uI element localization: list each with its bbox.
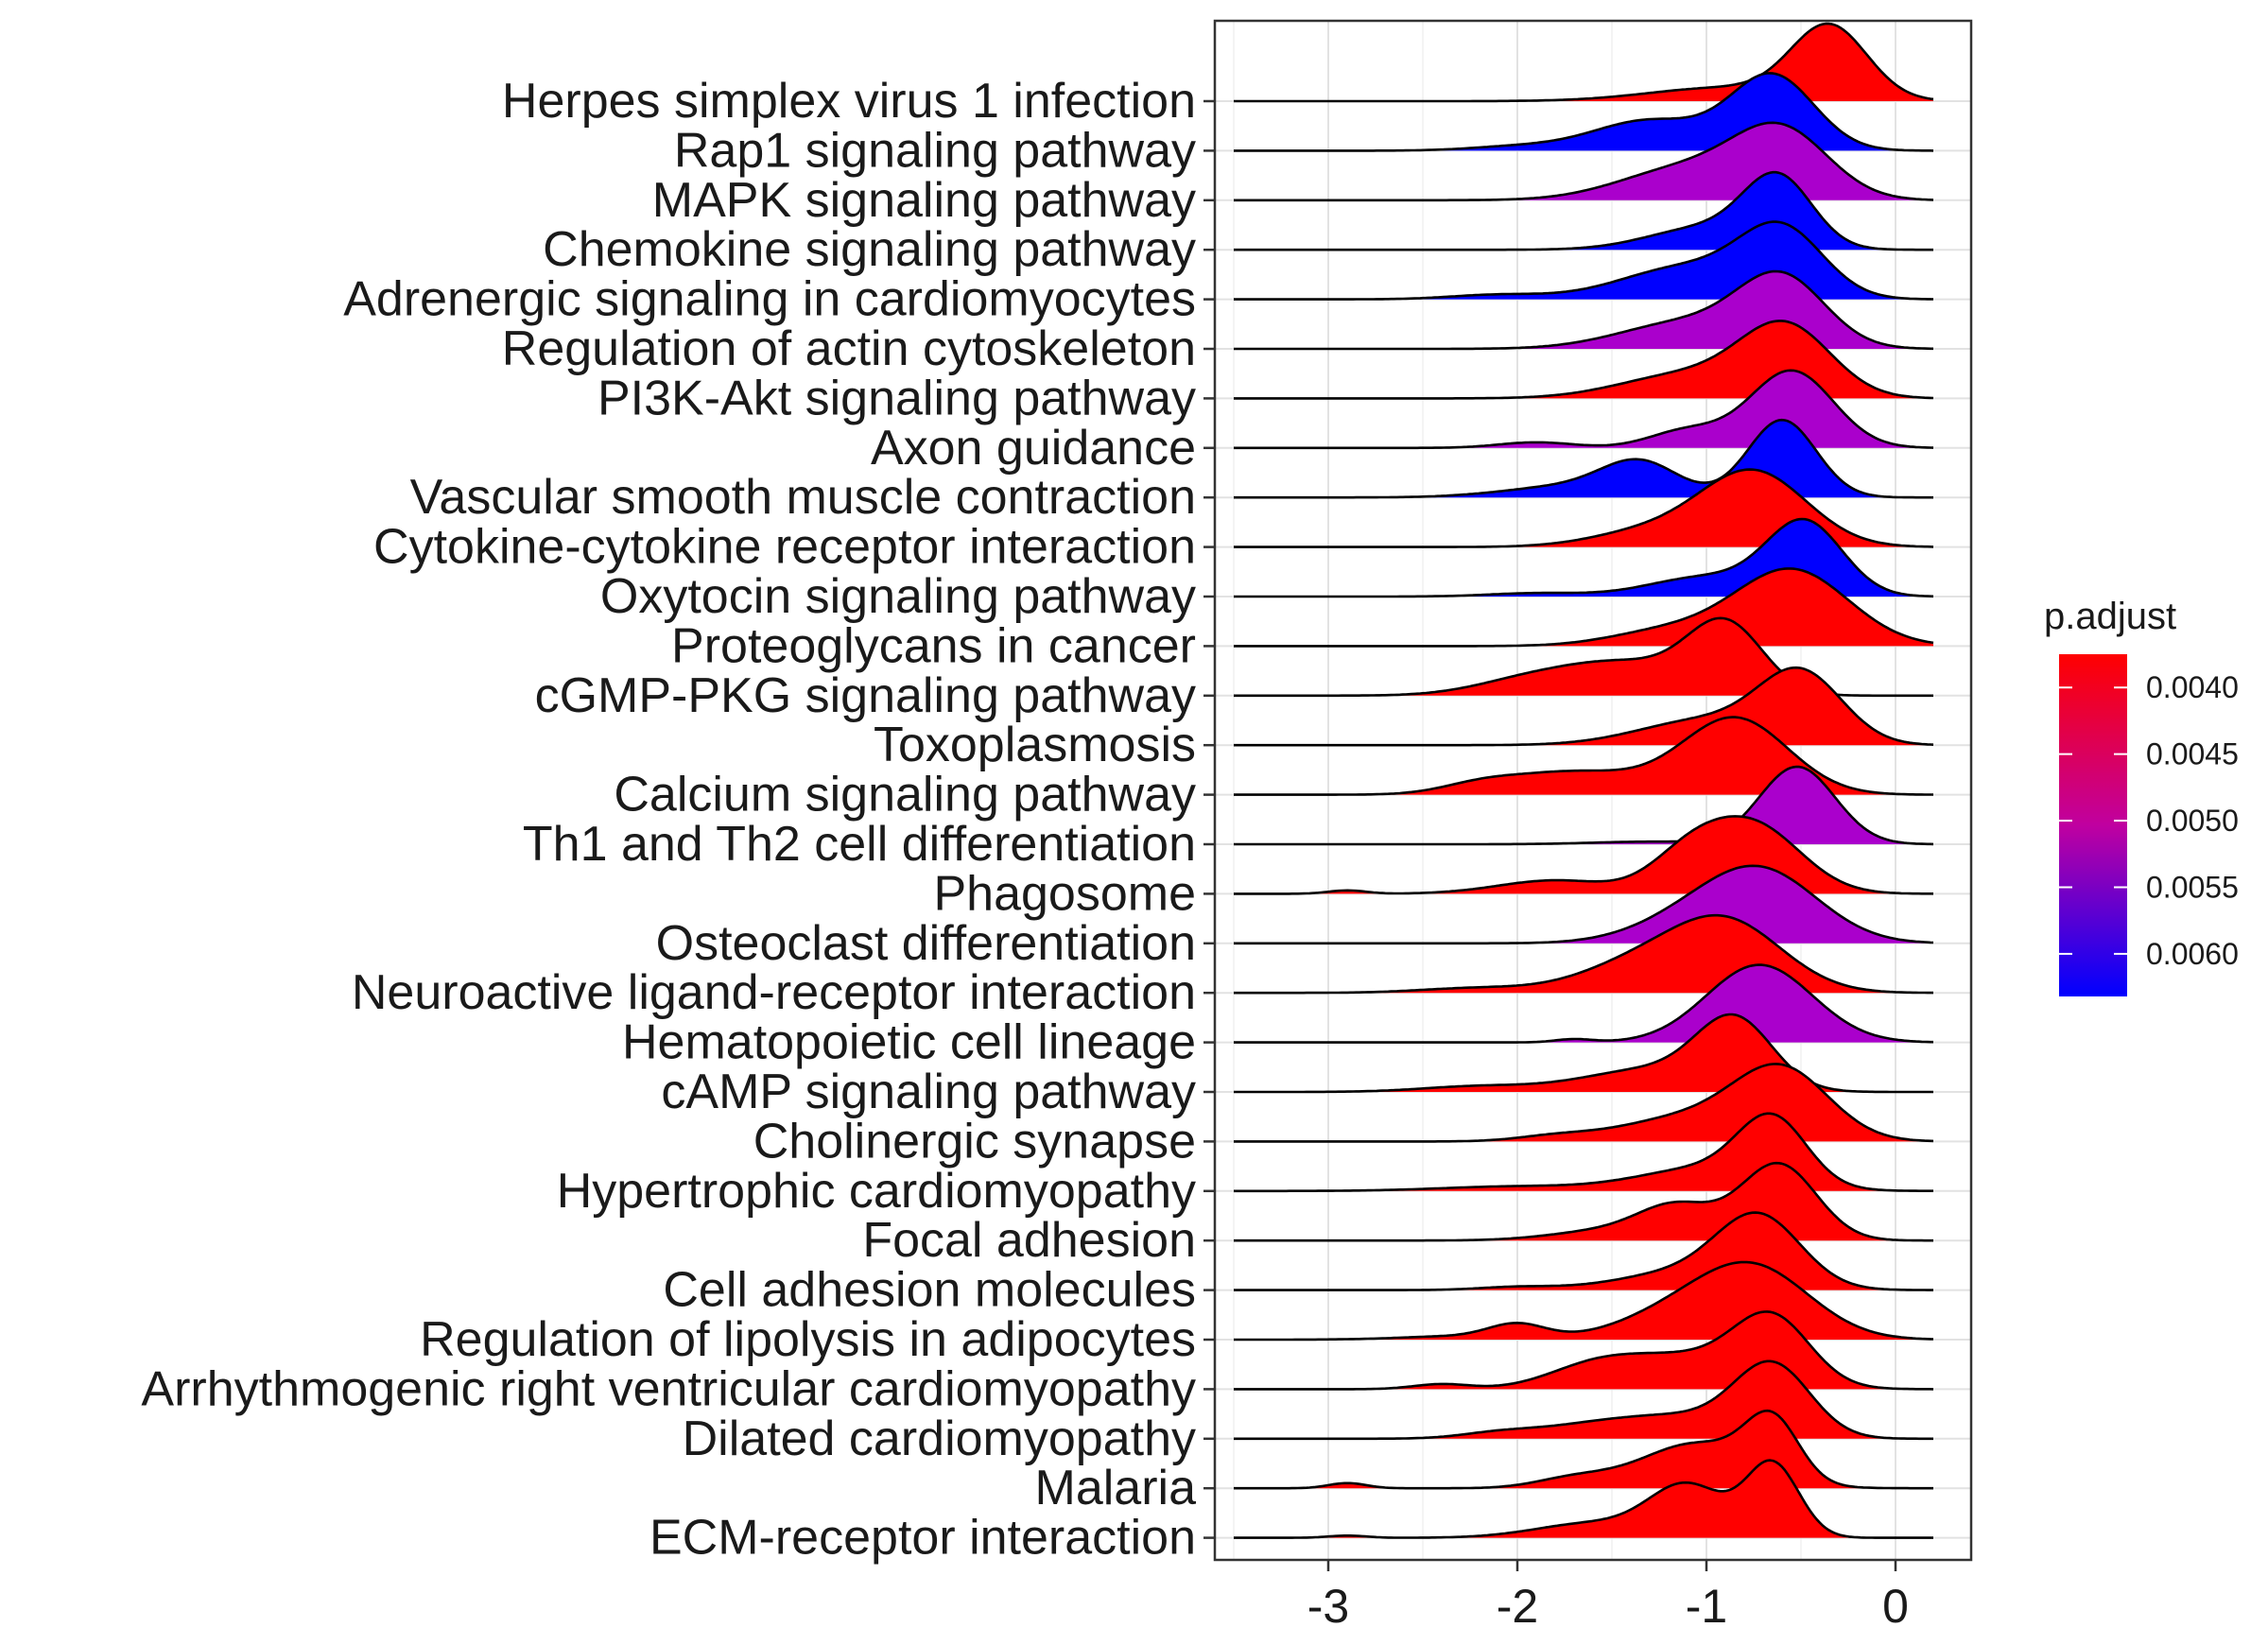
y-tick-label: Dilated cardiomyopathy (683, 1411, 1196, 1466)
y-tick-label: Toxoplasmosis (874, 718, 1196, 772)
ridge-outline (1234, 666, 1934, 747)
ridge-30 (1234, 1459, 1933, 1539)
ridge-outline (1234, 913, 1933, 995)
ridge-outline (1234, 1161, 1933, 1242)
ridge-outline (1234, 1409, 1933, 1490)
y-tick-label: Cholinergic synapse (753, 1114, 1196, 1169)
y-tick-label: Axon guidance (871, 421, 1196, 476)
y-tick-label: Neuroactive ligand-receptor interaction (352, 965, 1196, 1020)
legend-tick-label: 0.0040 (2146, 670, 2239, 704)
ridge-15 (1234, 716, 1933, 796)
ridge-outline (1234, 815, 1933, 895)
ridge-outline (1234, 418, 1933, 499)
ridge-outline (1234, 1359, 1933, 1441)
ridge-fill (1234, 964, 1933, 1043)
legend-colorbar (2059, 654, 2127, 996)
ridge-outline (1234, 269, 1933, 351)
y-tick-label: Hematopoietic cell lineage (622, 1015, 1196, 1070)
ridge-outline (1234, 170, 1933, 251)
ridge-outline (1234, 220, 1934, 301)
y-tick-label: Cell adhesion molecules (663, 1263, 1196, 1318)
y-tick-label: Hypertrophic cardiomyopathy (557, 1164, 1196, 1219)
ridge-outline (1234, 1260, 1934, 1342)
ridge-fill (1234, 469, 1933, 547)
ridge-outline (1234, 369, 1934, 450)
ridge-fill (1234, 320, 1933, 399)
ridge-fill (1234, 717, 1933, 795)
x-tick-label: -2 (1497, 1580, 1538, 1633)
y-tick-label: Focal adhesion (862, 1213, 1196, 1268)
y-tick-label: Vascular smooth muscle contraction (410, 470, 1196, 525)
ridge-outline (1234, 864, 1934, 945)
y-tick-label: Malaria (1035, 1461, 1197, 1515)
ridge-outline (1234, 121, 1934, 202)
x-tick-label: -3 (1307, 1580, 1349, 1633)
y-tick-label: Regulation of actin cytoskeleton (502, 321, 1196, 376)
y-tick-label: cAMP signaling pathway (661, 1065, 1196, 1119)
ridge-outline (1234, 72, 1934, 152)
y-tick-label: Rap1 signaling pathway (674, 123, 1196, 178)
ridge-10 (1234, 468, 1934, 548)
legend-tick-label: 0.0050 (2146, 804, 2239, 838)
ridge-fill (1234, 568, 1933, 647)
legend-tick-label: 0.0060 (2146, 937, 2239, 971)
ridge-fill (1234, 865, 1933, 944)
ridge-outline (1234, 716, 1933, 796)
y-tick-label: Herpes simplex virus 1 infection (502, 74, 1196, 129)
legend-title: p.adjust (2044, 596, 2176, 637)
y-tick-label: Arrhythmogenic right ventricular cardiom… (141, 1361, 1196, 1416)
ridge-outline (1234, 1063, 1934, 1143)
ridge-fill (1234, 1460, 1933, 1538)
y-tick-label: Th1 and Th2 cell differentiation (523, 817, 1196, 872)
y-tick-label: Proteoglycans in cancer (671, 618, 1196, 673)
legend-tick-label: 0.0045 (2146, 737, 2239, 771)
ridge-outline (1234, 1310, 1934, 1391)
y-tick-label: Adrenergic signaling in cardiomyocytes (343, 272, 1196, 327)
ridge-outline (1234, 1211, 1933, 1291)
y-tick-label: Oxytocin signaling pathway (600, 569, 1196, 624)
panel-border (1213, 19, 1973, 1562)
ridge-outline (1234, 1459, 1933, 1539)
ridge-outline (1234, 765, 1934, 846)
ridge-outline (1234, 567, 1934, 648)
ridges (1234, 22, 1934, 1539)
ridge-8 (1234, 369, 1934, 450)
ridge-12 (1234, 567, 1934, 648)
y-tick-label: Cytokine-cytokine receptor interaction (373, 520, 1196, 575)
ridge-7 (1234, 320, 1934, 400)
x-tick-label: 0 (1882, 1580, 1909, 1633)
y-tick-label: Phagosome (933, 866, 1196, 921)
ridge-18 (1234, 864, 1934, 945)
y-tick-label: PI3K-Akt signaling pathway (597, 371, 1196, 425)
ridge-outline (1234, 963, 1933, 1044)
y-tick-label: Calcium signaling pathway (614, 768, 1196, 822)
ridge-outline (1234, 22, 1934, 103)
ridge-outline (1234, 517, 1934, 598)
ridge-outline (1234, 1112, 1933, 1193)
legend-ticks: 0.0040 0.0045 0.0050 0.0055 0.0060 (2059, 670, 2239, 971)
y-tick-label: MAPK signaling pathway (652, 173, 1196, 228)
y-tick-label: Osteoclast differentiation (656, 916, 1196, 971)
y-tick-label: cGMP-PKG signaling pathway (535, 668, 1196, 723)
x-axis: -3 -2 -1 0 (1307, 1560, 1909, 1633)
legend-tick-label: 0.0055 (2146, 870, 2239, 904)
y-tick-label: ECM-receptor interaction (649, 1511, 1196, 1566)
y-tick-label: Chemokine signaling pathway (543, 222, 1196, 277)
ridge-fill (1234, 617, 1933, 696)
y-tick-label: Regulation of lipolysis in adipocytes (420, 1312, 1196, 1367)
ridge-20 (1234, 963, 1933, 1044)
ridge-outline (1234, 468, 1934, 548)
ridge-outline (1234, 320, 1934, 400)
legend: p.adjust 0.0040 0.0045 0.0050 0.0055 0.0060 (2044, 596, 2239, 996)
x-tick-label: -1 (1686, 1580, 1727, 1633)
